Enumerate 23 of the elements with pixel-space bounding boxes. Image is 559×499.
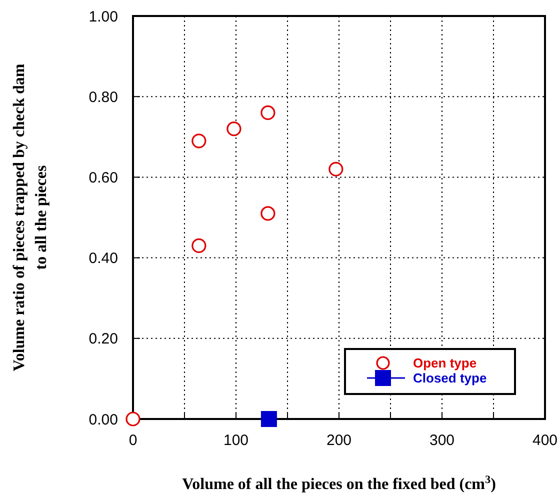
y-tick-label: 0.80 [88, 88, 118, 106]
point [260, 105, 276, 120]
legend-label: Closed type [413, 370, 487, 386]
y-tick-label: 0.20 [88, 330, 118, 348]
point [192, 134, 206, 148]
x-axis-title: Volume of all the pieces on the fixed bed (cm$^{3}$) [182, 474, 496, 493]
point [328, 162, 344, 176]
x-tick-label: 100 [223, 432, 249, 449]
legend-label: Open type [413, 356, 477, 371]
y-axis-title: Volume ratio of pieces trapped by check dam to all the pieces [11, 63, 50, 372]
y-tick-label: 1.00 [88, 8, 118, 26]
y-tick-label: 0.40 [88, 250, 118, 268]
point [192, 238, 206, 254]
point [260, 411, 277, 427]
point [226, 122, 242, 136]
y-tick-label: 0.60 [88, 169, 118, 186]
y-tick-label: 0.00 [88, 411, 118, 428]
x-tick-label: 400 [532, 432, 558, 449]
x-tick-label: 200 [326, 432, 352, 449]
point [260, 206, 276, 221]
x-tick-label: 300 [429, 432, 455, 449]
x-tick-label: 0 [128, 432, 138, 449]
point [126, 412, 140, 426]
